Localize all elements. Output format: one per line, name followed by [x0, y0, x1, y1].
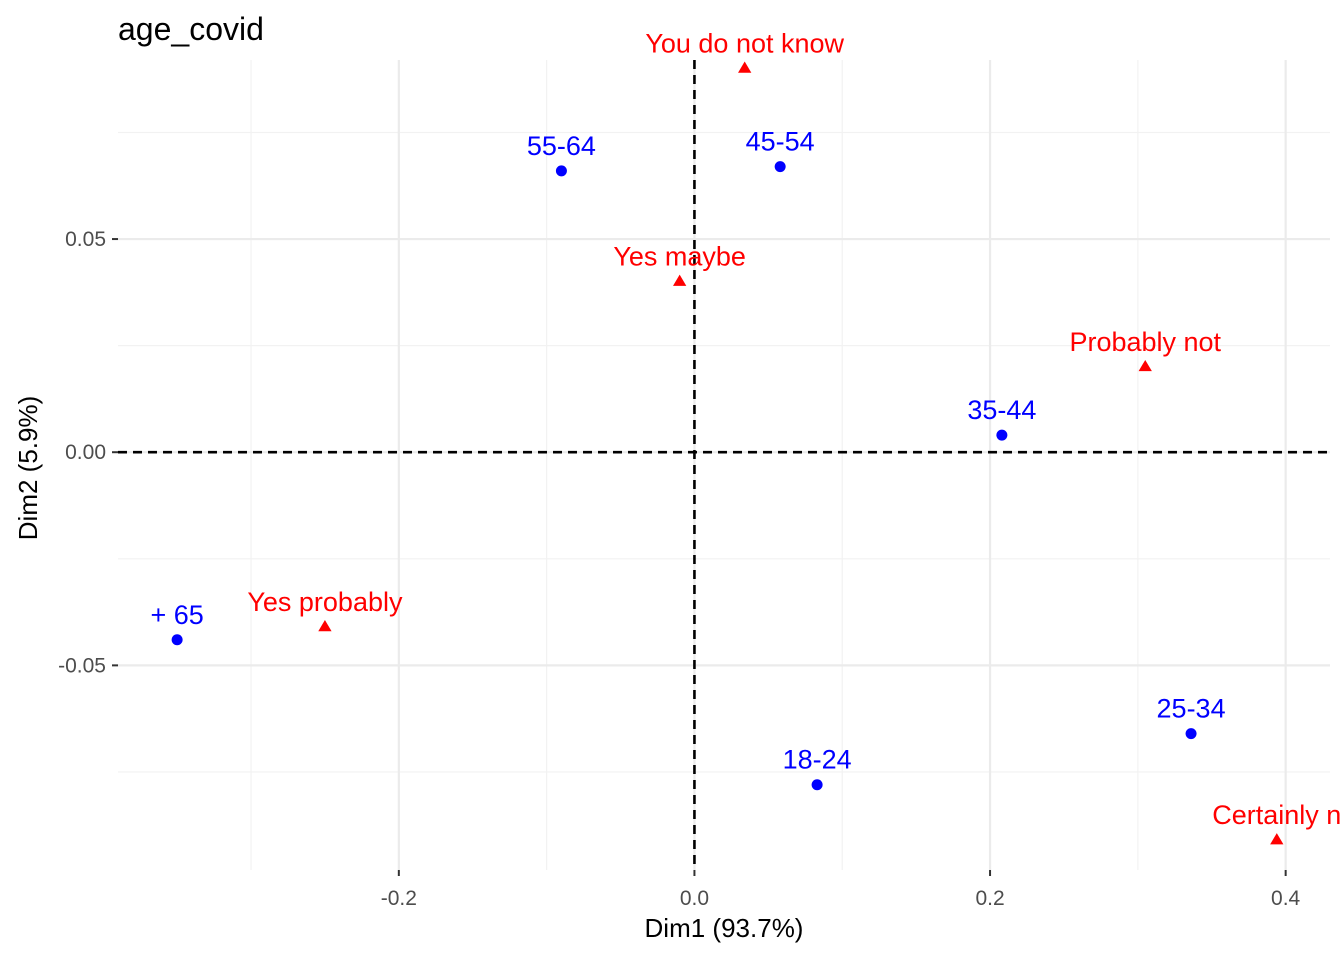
point-label: Yes probably	[247, 587, 403, 617]
point-label: 35-44	[967, 395, 1036, 425]
point-label: Probably not	[1069, 327, 1221, 357]
y-tick-label: -0.05	[58, 654, 106, 677]
point-label: 55-64	[527, 131, 596, 161]
point-label: 25-34	[1157, 694, 1226, 724]
x-tick-label: 0.0	[680, 887, 709, 910]
point-label: 45-54	[746, 127, 815, 157]
x-tick-label: 0.2	[975, 887, 1004, 910]
point-label: You do not know	[645, 29, 844, 59]
point-marker-triangle	[673, 274, 687, 286]
point-label: + 65	[150, 600, 203, 630]
point-marker-circle	[171, 634, 183, 646]
point-marker-triangle	[1270, 833, 1284, 845]
x-tick-label: 0.4	[1271, 887, 1301, 910]
point-marker-triangle	[738, 61, 752, 73]
point-marker-triangle	[1138, 359, 1152, 372]
reference-lines	[118, 60, 1330, 870]
point-marker-circle	[774, 161, 786, 173]
point-marker-circle	[996, 429, 1008, 441]
y-axis-title: Dim2 (5.9%)	[13, 396, 43, 540]
axis-ticks: -0.2 0.0 0.2 0.4 -0.05 0.00 0.05	[58, 228, 1300, 910]
y-tick-label: 0.00	[65, 441, 106, 464]
major-gridlines	[118, 60, 1330, 870]
point-marker-circle	[555, 165, 567, 177]
point-label: Yes maybe	[613, 242, 746, 272]
point-marker-triangle	[318, 620, 332, 632]
point-label: Certainly n	[1212, 800, 1341, 830]
minor-gridlines	[118, 60, 1330, 870]
chart-title: age_covid	[118, 11, 264, 47]
point-label: 18-24	[783, 745, 852, 775]
data-points: 55-64 45-54 35-44 + 65 25-34 18-24 You do not …	[150, 29, 1341, 845]
point-marker-circle	[811, 779, 823, 791]
x-axis-title: Dim1 (93.7%)	[645, 913, 804, 943]
y-tick-label: 0.05	[65, 228, 106, 251]
x-tick-label: -0.2	[381, 887, 417, 910]
point-marker-circle	[1185, 728, 1197, 740]
